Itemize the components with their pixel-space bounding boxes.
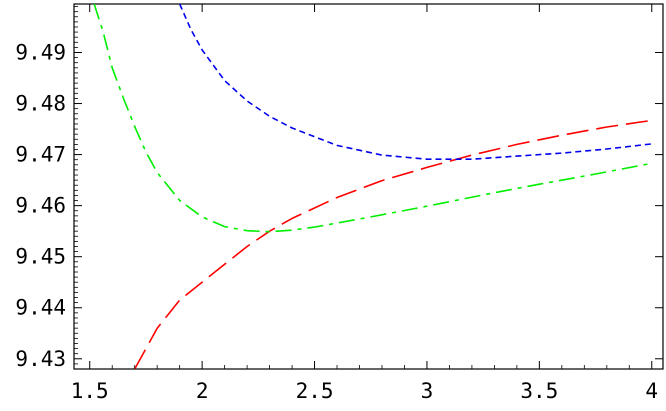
x-tick-label: 2	[196, 379, 209, 403]
x-tick-label: 2.5	[296, 379, 334, 403]
x-tick-label: 1.5	[71, 379, 109, 403]
y-tick-label: 9.47	[15, 143, 66, 167]
y-tick-label: 9.48	[15, 92, 66, 116]
series-layer	[93, 4, 652, 369]
x-tick-label: 4	[645, 379, 658, 403]
x-axis: 1.5 2 2.5 3 3.5 4	[71, 4, 658, 403]
y-tick-label: 9.49	[15, 40, 66, 64]
y-tick-label: 9.45	[15, 245, 66, 269]
y-tick-label: 9.43	[15, 347, 66, 371]
x-tick-label: 3.5	[520, 379, 558, 403]
series-line-1	[133, 119, 652, 369]
y-axis: 9.43 9.44 9.45 9.46 9.47 9.48 9.49	[15, 6, 663, 371]
y-tick-label: 9.44	[15, 296, 66, 320]
series-line-3	[178, 4, 652, 160]
y-tick-label: 9.46	[15, 194, 66, 218]
x-tick-label: 3	[421, 379, 434, 403]
series-line-2	[93, 4, 652, 233]
